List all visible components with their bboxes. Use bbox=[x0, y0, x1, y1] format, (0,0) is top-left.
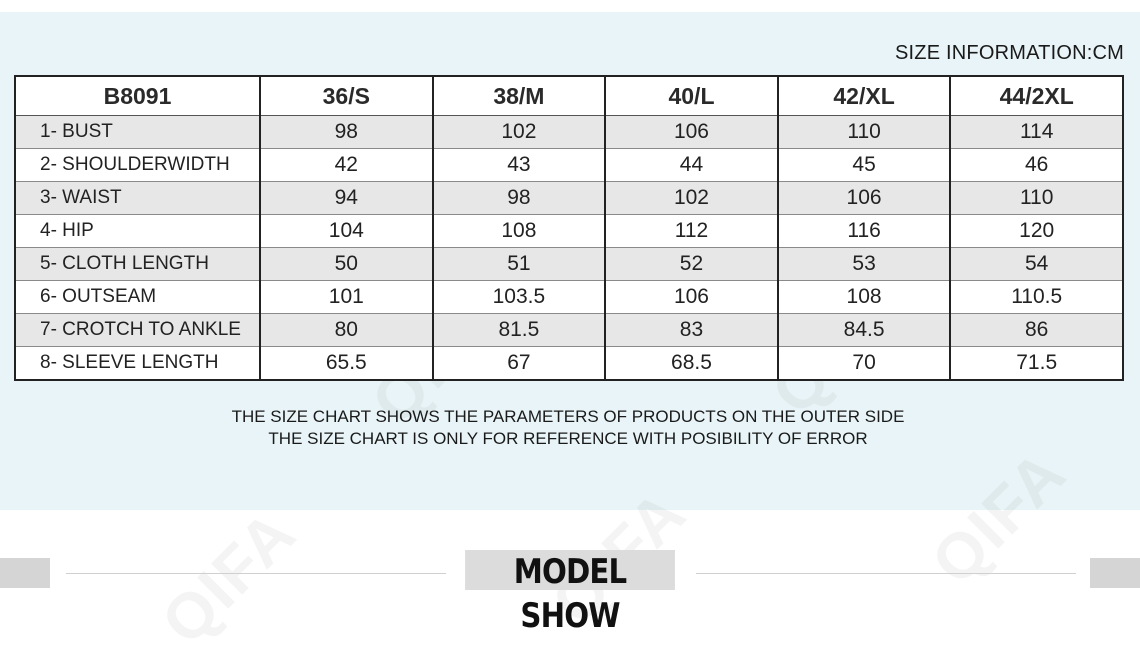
table-cell: 54 bbox=[949, 247, 1123, 281]
row-label: 8- SLEEVE LENGTH bbox=[15, 346, 260, 380]
table-cell: 80 bbox=[259, 313, 433, 347]
table-cell: 86 bbox=[949, 313, 1123, 347]
row-label: 4- HIP bbox=[15, 214, 260, 248]
size-chart-notes: THE SIZE CHART SHOWS THE PARAMETERS OF P… bbox=[0, 406, 1136, 450]
table-cell: 101 bbox=[259, 280, 433, 314]
table-cell: 84.5 bbox=[776, 313, 951, 347]
table-cell: 67 bbox=[431, 346, 606, 380]
table-row: 1- BUST 98 102 106 110 114 bbox=[15, 115, 1123, 149]
table-row: 7- CROTCH TO ANKLE 80 81.5 83 84.5 86 bbox=[15, 313, 1123, 347]
table-cell: 120 bbox=[949, 214, 1123, 248]
table-cell: 108 bbox=[776, 280, 951, 314]
table-cell: 106 bbox=[776, 181, 951, 215]
size-info-label: SIZE INFORMATION:CM bbox=[895, 42, 1124, 64]
size-chart-table: B8091 36/S 38/M 40/L 42/XL 44/2XL 1- BUS… bbox=[14, 75, 1124, 381]
table-row: 6- OUTSEAM 101 103.5 106 108 110.5 bbox=[15, 280, 1123, 314]
table-row: 5- CLOTH LENGTH 50 51 52 53 54 bbox=[15, 247, 1123, 281]
row-label: 1- BUST bbox=[15, 115, 260, 149]
table-cell: 71.5 bbox=[949, 346, 1123, 380]
table-cell: 108 bbox=[431, 214, 606, 248]
table-row: 3- WAIST 94 98 102 106 110 bbox=[15, 181, 1123, 215]
table-cell: 102 bbox=[604, 181, 778, 215]
table-cell: 110 bbox=[949, 181, 1123, 215]
table-cell: 43 bbox=[431, 148, 606, 182]
table-cell: 50 bbox=[259, 247, 433, 281]
row-label: 5- CLOTH LENGTH bbox=[15, 247, 260, 281]
table-cell: 106 bbox=[604, 280, 778, 314]
table-cell: 68.5 bbox=[604, 346, 778, 380]
note-line: THE SIZE CHART IS ONLY FOR REFERENCE WIT… bbox=[268, 429, 868, 448]
table-cell: 104 bbox=[259, 214, 433, 248]
column-header-model: B8091 bbox=[15, 76, 260, 116]
row-label: 2- SHOULDERWIDTH bbox=[15, 148, 260, 182]
note-line: THE SIZE CHART SHOWS THE PARAMETERS OF P… bbox=[231, 407, 905, 426]
table-cell: 112 bbox=[604, 214, 778, 248]
row-label: 7- CROTCH TO ANKLE bbox=[15, 313, 260, 347]
table-cell: 42 bbox=[259, 148, 433, 182]
column-header: 38/M bbox=[431, 76, 606, 116]
table-cell: 70 bbox=[776, 346, 951, 380]
section-title: MODEL SHOW bbox=[465, 550, 675, 636]
watermark: QIFA bbox=[147, 495, 310, 659]
column-header: 42/XL bbox=[776, 76, 951, 116]
table-cell: 102 bbox=[431, 115, 606, 149]
table-cell: 103.5 bbox=[431, 280, 606, 314]
table-cell: 52 bbox=[604, 247, 778, 281]
table-row: 8- SLEEVE LENGTH 65.5 67 68.5 70 71.5 bbox=[15, 346, 1123, 380]
row-label: 6- OUTSEAM bbox=[15, 280, 260, 314]
table-cell: 114 bbox=[949, 115, 1123, 149]
column-header: 36/S bbox=[259, 76, 433, 116]
decorative-bar-left bbox=[0, 558, 50, 588]
table-header-row: B8091 36/S 38/M 40/L 42/XL 44/2XL bbox=[15, 76, 1123, 116]
column-header: 44/2XL bbox=[949, 76, 1123, 116]
row-label: 3- WAIST bbox=[15, 181, 260, 215]
table-cell: 98 bbox=[431, 181, 606, 215]
table-cell: 65.5 bbox=[259, 346, 433, 380]
table-cell: 116 bbox=[776, 214, 951, 248]
table-cell: 110.5 bbox=[949, 280, 1123, 314]
table-cell: 44 bbox=[604, 148, 778, 182]
table-cell: 46 bbox=[949, 148, 1123, 182]
table-row: 4- HIP 104 108 112 116 120 bbox=[15, 214, 1123, 248]
table-cell: 106 bbox=[604, 115, 778, 149]
table-cell: 81.5 bbox=[431, 313, 606, 347]
table-cell: 94 bbox=[259, 181, 433, 215]
table-row: 2- SHOULDERWIDTH 42 43 44 45 46 bbox=[15, 148, 1123, 182]
table-cell: 110 bbox=[776, 115, 951, 149]
column-header: 40/L bbox=[604, 76, 778, 116]
table-cell: 45 bbox=[776, 148, 951, 182]
divider-left bbox=[66, 573, 446, 574]
table-cell: 98 bbox=[259, 115, 433, 149]
table-cell: 51 bbox=[431, 247, 606, 281]
decorative-bar-right bbox=[1090, 558, 1140, 588]
table-cell: 53 bbox=[776, 247, 951, 281]
table-cell: 83 bbox=[604, 313, 778, 347]
divider-right bbox=[696, 573, 1076, 574]
